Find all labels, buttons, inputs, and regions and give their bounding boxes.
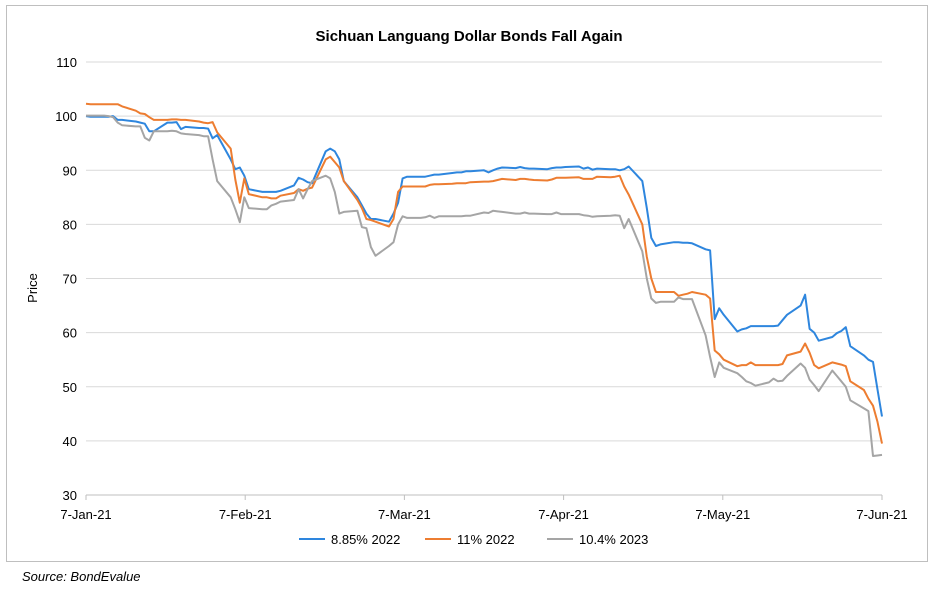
- line-chart: Sichuan Languang Dollar Bonds Fall Again…: [25, 28, 908, 547]
- legend-label: 8.85% 2022: [331, 532, 400, 547]
- y-tick-label: 30: [63, 488, 77, 503]
- y-tick-label: 80: [63, 217, 77, 232]
- series-line-3: [86, 114, 883, 457]
- legend-label: 10.4% 2023: [579, 532, 648, 547]
- y-tick-label: 90: [63, 163, 77, 178]
- y-axis-label: Price: [25, 273, 40, 303]
- y-tick-label: 40: [63, 434, 77, 449]
- legend: 8.85% 2022 11% 2022 10.4% 2023: [299, 532, 648, 547]
- y-tick-label: 110: [56, 55, 77, 70]
- x-axis-ticks: 7-Jan-21 7-Feb-21 7-Mar-21 7-Apr-21 7-May-21…: [60, 495, 908, 522]
- chart-frame: Sichuan Languang Dollar Bonds Fall Again…: [6, 5, 928, 562]
- legend-label: 11% 2022: [457, 532, 515, 547]
- y-axis-ticks: 30 40 50 60 70 80 90 100 110: [55, 55, 77, 503]
- series-line-2: [85, 102, 883, 444]
- series-line-1: [85, 115, 883, 417]
- x-tick-label: 7-Apr-21: [538, 507, 589, 522]
- series-lines: [85, 102, 883, 457]
- chart-title: Sichuan Languang Dollar Bonds Fall Again: [316, 28, 623, 45]
- source-note: Source: BondEvalue: [22, 569, 141, 584]
- gridlines: [86, 61, 882, 496]
- x-tick-label: 7-Mar-21: [378, 507, 431, 522]
- x-tick-label: 7-May-21: [695, 507, 750, 522]
- x-tick-label: 7-Jan-21: [60, 507, 111, 522]
- y-tick-label: 50: [63, 380, 77, 395]
- y-tick-label: 70: [63, 272, 77, 287]
- x-tick-label: 7-Jun-21: [856, 507, 907, 522]
- y-tick-label: 100: [55, 109, 77, 124]
- y-tick-label: 60: [63, 326, 77, 341]
- x-tick-label: 7-Feb-21: [219, 507, 272, 522]
